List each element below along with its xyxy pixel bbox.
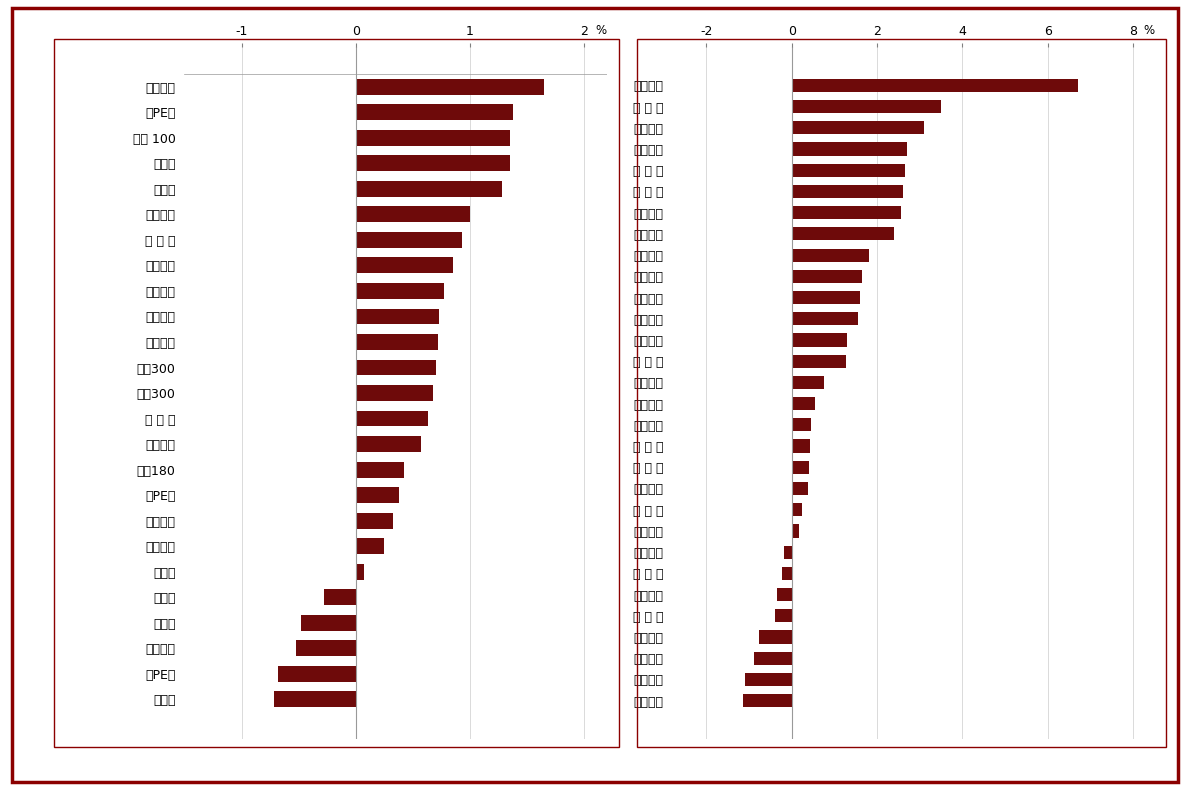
Bar: [791, 291, 860, 304]
Bar: [791, 79, 1077, 92]
Bar: [356, 258, 452, 273]
Bar: [278, 666, 356, 682]
Bar: [356, 104, 513, 120]
Bar: [791, 525, 800, 537]
Bar: [791, 333, 847, 347]
Bar: [791, 461, 809, 474]
Bar: [356, 130, 509, 145]
Bar: [791, 376, 823, 389]
Bar: [743, 694, 791, 707]
Bar: [791, 269, 862, 283]
Bar: [356, 232, 462, 248]
Bar: [356, 513, 394, 529]
Bar: [791, 418, 810, 431]
Text: %: %: [1144, 24, 1154, 37]
Bar: [791, 100, 941, 113]
Bar: [791, 121, 923, 134]
Bar: [758, 630, 791, 644]
Text: %: %: [596, 24, 607, 37]
Bar: [791, 312, 858, 325]
Bar: [754, 652, 791, 665]
Bar: [356, 564, 364, 580]
Bar: [791, 482, 808, 495]
Bar: [791, 397, 815, 410]
Bar: [356, 385, 433, 401]
Bar: [356, 436, 421, 452]
Bar: [791, 142, 907, 156]
Bar: [356, 309, 439, 325]
Bar: [356, 79, 544, 95]
Bar: [356, 181, 502, 197]
Bar: [791, 206, 901, 220]
Bar: [791, 439, 809, 453]
Bar: [301, 615, 356, 630]
Bar: [782, 566, 791, 580]
Bar: [356, 538, 384, 554]
Bar: [274, 691, 356, 707]
Bar: [784, 546, 791, 559]
Bar: [791, 355, 846, 368]
Bar: [296, 641, 356, 656]
Bar: [777, 588, 791, 601]
Bar: [791, 503, 802, 517]
Bar: [791, 164, 904, 177]
Bar: [775, 609, 791, 623]
Bar: [356, 487, 399, 503]
Bar: [745, 673, 791, 686]
Bar: [356, 359, 436, 375]
Bar: [356, 206, 470, 222]
Bar: [791, 185, 903, 198]
Bar: [356, 156, 509, 171]
Bar: [791, 228, 894, 240]
Bar: [356, 461, 403, 477]
Bar: [356, 283, 444, 299]
Bar: [356, 334, 438, 350]
Bar: [356, 411, 427, 427]
Bar: [791, 249, 869, 261]
Bar: [324, 589, 356, 605]
